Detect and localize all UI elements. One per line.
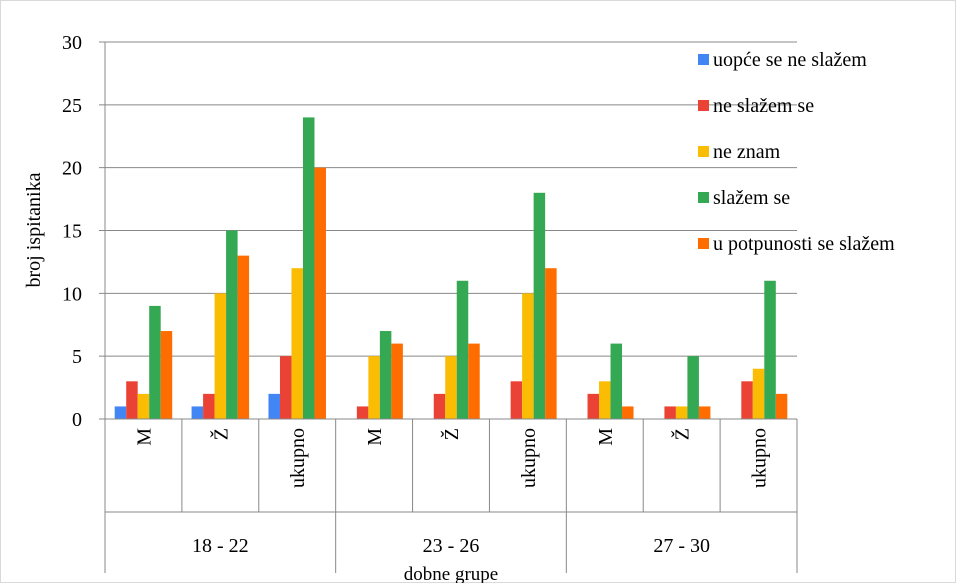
x-tick-label: M: [364, 428, 386, 446]
bar: [741, 381, 753, 419]
bar: [599, 381, 611, 419]
bar: [545, 268, 557, 419]
legend-label: slažem se: [713, 187, 790, 209]
y-axis-label: broj ispitanika: [23, 172, 45, 287]
group-label: 23 - 26: [423, 535, 480, 557]
legend-swatch: [698, 100, 709, 111]
bar: [237, 255, 250, 419]
bar: [587, 393, 600, 419]
y-tick-label: 10: [62, 283, 82, 305]
x-tick-label: M: [133, 428, 155, 446]
legend: uopće se ne slažem ne slažem se ne znam sla…: [698, 49, 895, 255]
x-tick-label: Ž: [209, 428, 232, 440]
legend-label: ne slažem se: [713, 95, 814, 117]
bar: [137, 393, 150, 419]
bar: [687, 356, 699, 419]
bar: [522, 293, 534, 419]
bar: [698, 406, 711, 419]
y-tick-label: 0: [72, 409, 82, 431]
legend-label: ne znam: [713, 141, 781, 163]
bar: [391, 343, 403, 419]
bar: [368, 356, 380, 419]
bar: [268, 393, 280, 419]
bar: [203, 393, 215, 419]
bar: [126, 381, 138, 419]
y-tick-label: 30: [62, 32, 82, 54]
legend-label: u potpunosti se slažem: [713, 233, 895, 255]
bar: [764, 280, 776, 419]
legend-label: uopće se ne slažem: [713, 49, 867, 71]
bar: [610, 343, 623, 419]
bar: [664, 406, 676, 419]
group-label: 27 - 30: [653, 535, 710, 557]
x-tick-label: M: [595, 428, 617, 446]
bar: [675, 406, 688, 419]
bar: [752, 368, 765, 419]
bar: [191, 406, 204, 419]
bar: [314, 167, 326, 419]
x-tick-label: ukupno: [287, 428, 309, 488]
bar: [160, 331, 173, 419]
bar: [433, 393, 446, 419]
bar: [445, 356, 457, 419]
legend-swatch: [698, 146, 709, 157]
bar: [456, 280, 469, 419]
legend-swatch: [698, 54, 709, 65]
x-tick-label: Ž: [440, 428, 463, 440]
bar: [114, 406, 127, 419]
bar: [533, 192, 546, 419]
y-tick-labels: 0 5 10 15 20 25 30: [62, 32, 82, 431]
x-tick-label: ukupno: [518, 428, 540, 488]
y-tick-label: 15: [62, 221, 82, 243]
bar: [149, 305, 161, 419]
bar: [775, 393, 788, 419]
x-tick-label: Ž: [671, 428, 694, 440]
bar: [279, 356, 292, 419]
bar: [468, 343, 480, 419]
y-tick-label: 25: [62, 95, 82, 117]
bar: [214, 293, 227, 419]
bar: [302, 117, 315, 420]
x-tick-label: ukupno: [749, 428, 771, 488]
y-tick-label: 20: [62, 158, 82, 180]
legend-swatch: [698, 238, 709, 249]
y-tick-label: 5: [72, 346, 82, 368]
bar: [622, 406, 634, 419]
bar: [510, 381, 523, 419]
bar: [356, 406, 369, 419]
bar: [379, 331, 392, 419]
x-axis-label: dobne grupe: [404, 564, 498, 583]
bar: [226, 230, 238, 419]
legend-swatch: [698, 192, 709, 203]
bars: [114, 117, 788, 420]
bar: [291, 268, 303, 419]
group-label: 18 - 22: [192, 535, 249, 557]
